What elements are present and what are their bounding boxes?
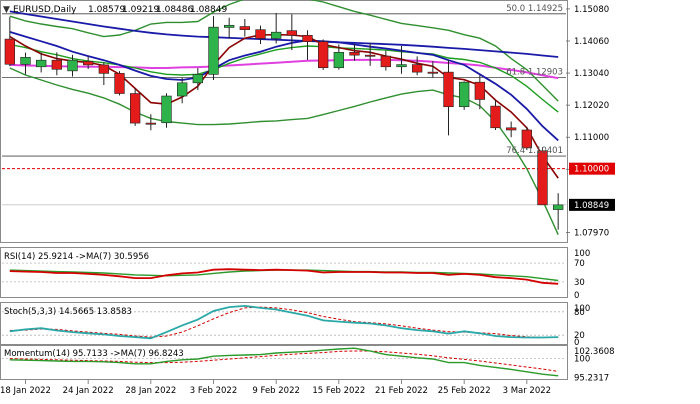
candle-body: [255, 29, 266, 39]
candle-body: [4, 38, 15, 65]
stoch-tick-label-3: 0: [574, 338, 579, 348]
last-price-label: 1.08849: [574, 201, 609, 211]
candle-body: [318, 41, 329, 69]
candle-body: [349, 52, 360, 56]
x-tick-label-7: 25 Feb 2022: [438, 386, 491, 396]
momentum-signal-line: [9, 350, 559, 372]
candle-body: [271, 31, 282, 39]
momentum-title: Momentum(14) 95.7133 ->MA(7) 96.8243: [4, 349, 184, 359]
stoch-tick-label-0: 100: [574, 304, 590, 314]
header-arrow-icon: ▼: [3, 5, 10, 15]
candle-body: [380, 55, 391, 68]
price-tick-label-0: 1.15080: [574, 5, 609, 15]
x-tick-label-2: 28 Jan 2022: [125, 386, 176, 396]
rsi-tick-label-2: 30: [574, 278, 585, 288]
candle-body: [506, 127, 517, 131]
symbol-label: EURUSD,Daily: [13, 5, 77, 15]
price-tick-label-3: 1.12020: [574, 101, 609, 111]
rsi-tick-label-3: 0: [574, 291, 579, 301]
ma-blue-line: [9, 31, 559, 142]
x-tick-label-3: 3 Feb 2022: [190, 386, 238, 396]
price-tick-label-4: 1.11000: [574, 133, 609, 143]
price-panel-frame: [0, 0, 568, 243]
fib-level-label-1: 61.8 1.12903: [506, 67, 563, 77]
price-tick-label-7: 1.07970: [574, 229, 609, 239]
ma-green-line: [9, 43, 559, 113]
candle-body: [537, 150, 548, 206]
candle-body: [36, 59, 47, 68]
candle-body: [474, 81, 485, 100]
x-tick-label-4: 9 Feb 2022: [252, 386, 300, 396]
price-tick-label-1: 1.14060: [574, 37, 609, 47]
candle-body: [130, 93, 141, 124]
stoch-panel-frame: [0, 302, 568, 345]
rsi-title: RSI(14) 25.9214 ->MA(7) 30.5956: [4, 252, 149, 262]
candle-body: [161, 95, 172, 124]
candle-body: [145, 122, 156, 125]
last-price-box: [569, 198, 615, 211]
stoch-signal-line: [9, 306, 559, 338]
candle-body: [427, 71, 438, 74]
candle-body: [208, 26, 219, 75]
candlesticks: [4, 13, 564, 230]
stoch-main-line: [9, 304, 559, 340]
candle-body: [192, 74, 203, 84]
candle-body: [286, 30, 297, 36]
candle-body: [67, 59, 78, 72]
mom-tick-label-1: 100: [574, 355, 590, 365]
x-tick-label-8: 3 Mar 2022: [503, 386, 551, 396]
candle-body: [83, 61, 94, 66]
candle-body: [51, 59, 62, 70]
candle-body: [365, 54, 376, 57]
candle-body: [521, 129, 532, 149]
momentum-panel-frame: [0, 345, 568, 380]
candle-body: [443, 71, 454, 108]
rsi-tick-label-0: 100: [574, 249, 590, 259]
close-value: 1.08849: [190, 5, 227, 15]
candle-body: [333, 52, 344, 69]
rsi-main-line: [9, 268, 559, 285]
candle-body: [239, 26, 250, 30]
indicator-lines: [9, 268, 559, 377]
candle-body: [553, 204, 564, 210]
momentum-main-line: [9, 347, 559, 377]
ma-navy-long-line: [9, 10, 559, 58]
open-value: 1.08579: [88, 5, 125, 15]
candle-body: [224, 24, 235, 28]
candle-body: [20, 57, 31, 65]
red-level-box-label: 1.10000: [574, 165, 609, 175]
candle-body: [98, 64, 109, 74]
candle-body: [177, 82, 188, 97]
candle-body: [302, 35, 313, 42]
fib-level-label-0: 50.0 1.14925: [506, 4, 563, 14]
candle-body: [459, 81, 470, 108]
x-tick-label-6: 21 Feb 2022: [375, 386, 428, 396]
bollinger-upper-line: [9, 0, 559, 102]
high-value: 1.09219: [122, 5, 159, 15]
x-tick-label-5: 15 Feb 2022: [312, 386, 365, 396]
mom-tick-label-0: 102.3608: [574, 347, 615, 357]
stoch-title: Stoch(5,3,3) 14.5665 13.8583: [4, 307, 132, 317]
stoch-tick-label-2: 20: [574, 331, 585, 341]
mom-tick-label-2: 95.2317: [574, 374, 609, 384]
candle-body: [114, 73, 125, 94]
candle-body: [396, 64, 407, 68]
candle-body: [490, 105, 501, 129]
rsi-tick-label-1: 70: [574, 259, 585, 269]
candle-body: [412, 64, 423, 73]
x-tick-label-1: 24 Jan 2022: [63, 386, 114, 396]
axis-labels: 50.0 1.14925 61.8 1.12903 76.4 1.10401 1.15…: [0, 4, 615, 396]
fib-level-label-2: 76.4 1.10401: [506, 146, 563, 156]
red-level-box: [569, 162, 615, 175]
grid-layer: [2, 13, 566, 360]
x-tick-label-0: 18 Jan 2022: [0, 386, 51, 396]
stoch-tick-label-1: 80: [574, 308, 585, 318]
low-value: 1.08486: [156, 5, 193, 15]
price-tick-label-2: 1.13040: [574, 69, 609, 79]
